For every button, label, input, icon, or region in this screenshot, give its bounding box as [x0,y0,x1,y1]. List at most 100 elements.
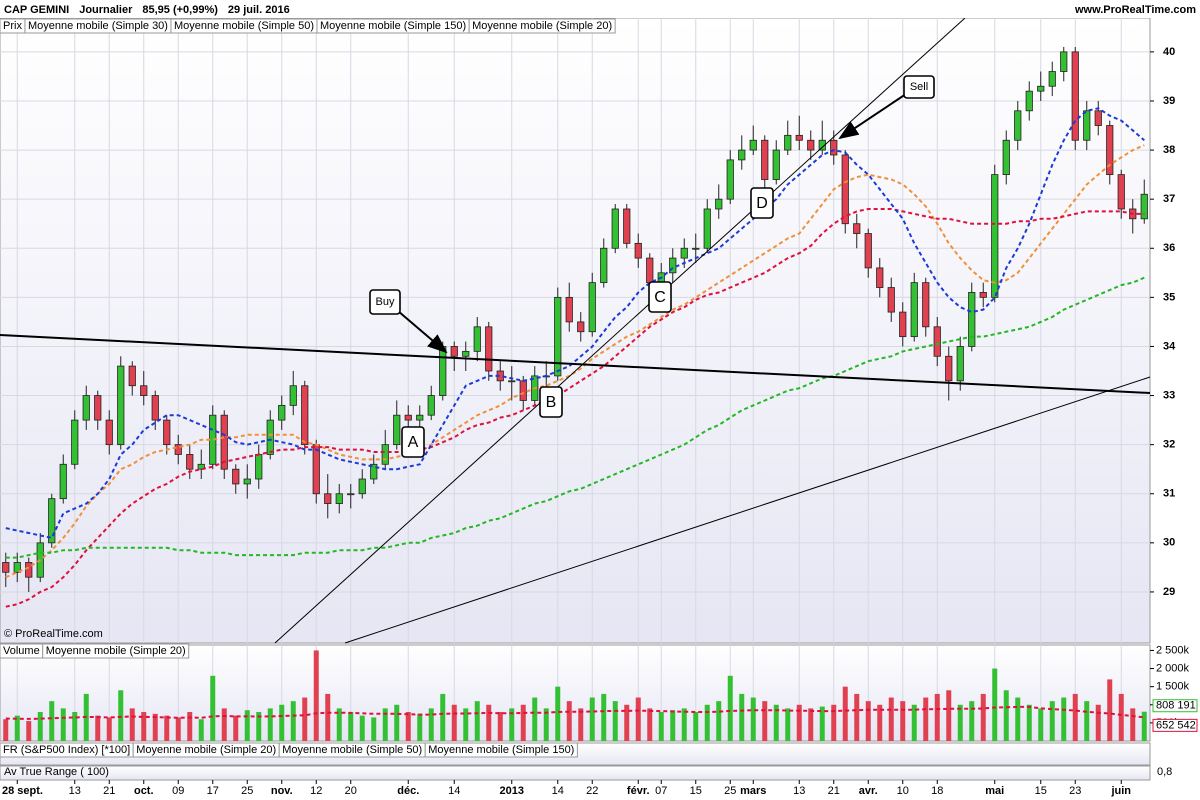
volume-bar [1026,704,1032,741]
volume-bar [1003,690,1009,741]
x-tick-label: 17 [207,785,219,797]
candle-body [692,247,700,250]
last-value-label: 808 191 [1156,700,1196,712]
x-tick-label: 18 [931,785,943,797]
volume-bar [704,704,710,741]
atr-panel [0,765,1151,781]
volume-bar [221,708,227,741]
volume-bar [589,697,595,741]
candle-body [381,444,389,465]
x-tick-label: 2013 [500,785,524,797]
volume-bar [727,675,733,741]
volume-bar [1072,693,1078,741]
candle-body [163,419,171,446]
volume-bar [1130,708,1136,741]
volume-bar [865,701,871,741]
candle-body [59,463,67,500]
x-tick-label: déc. [397,785,419,797]
moving-average [5,276,1145,559]
volume-bar [555,686,561,741]
volume-bar [624,704,630,741]
candle-body [772,149,780,180]
x-tick-label: nov. [271,785,293,797]
volume-bar [509,708,515,741]
annotation-box [648,281,672,313]
candle-body [933,326,941,357]
volume-bar [244,710,250,741]
x-tick-label: 21 [828,785,840,797]
candle-body [151,395,159,421]
volume-bar [129,708,135,741]
candle-body [128,365,136,387]
candle-body [71,419,79,465]
candle-body [1140,193,1148,220]
volume-bar [141,712,147,741]
moving-average [5,144,1145,579]
legend-box [424,742,578,758]
annotation: A [408,434,419,451]
annotation: B [546,394,557,411]
volume-bar [681,708,687,741]
candle-body [565,296,573,323]
candle-body [956,346,964,382]
candle-body [853,223,861,234]
volume-bar [497,712,503,741]
legend-label: Moyenne mobile (Simple 50) [174,20,314,32]
candle-body [784,134,792,151]
candle-body [393,414,401,446]
header [0,0,1200,18]
trend-lines [0,17,1151,644]
volume-bar [267,708,273,741]
candle-body [335,493,343,504]
x-tick-label: 09 [172,785,184,797]
annotation: C [654,289,666,306]
candle-body [646,257,654,284]
volume-bar [72,712,78,741]
candle-body [1014,110,1022,141]
volume-bar [796,704,802,741]
candle-body [887,287,895,313]
candle-body [1025,90,1033,112]
volume-bar [1095,704,1101,741]
candle-body [473,326,481,352]
y-tick-label: 40 [1163,46,1175,58]
atr-tick-label: 0,8 [1157,766,1172,778]
candle-body [94,395,102,421]
candle-body [117,365,125,446]
copyright: © ProRealTime.com [4,628,103,640]
candle-body [450,346,458,357]
volume-bar [934,693,940,741]
x-tick-label: 07 [655,785,667,797]
candle-body [1048,71,1056,87]
candle-body [669,257,677,274]
candle-body [278,404,286,421]
candle-body [634,242,642,259]
volume-bar [831,704,837,741]
volume-bar [451,704,457,741]
y-tick-label: 38 [1163,144,1175,156]
candle-body [795,134,803,141]
candle-body [301,385,309,446]
candle-body [485,326,493,372]
grid [0,18,1150,741]
volume-bar [601,693,607,741]
x-tick-label: 13 [69,785,81,797]
y-tick-label: 33 [1163,389,1175,401]
candle-body [370,463,378,480]
candle-body [991,174,999,298]
volume-bar [819,706,825,741]
volume-bar [923,697,929,741]
y-tick-label: 2 000k [1156,662,1190,674]
candle-body [416,414,424,421]
candle-body [738,149,746,161]
annotation: Buy [376,296,395,308]
trend-line [0,334,1151,394]
candle-body [312,444,320,495]
x-tick-label: 15 [1035,785,1047,797]
volume-bar [842,686,848,741]
annotation-box [750,187,774,219]
price-panel [0,17,1151,644]
x-tick-label: mai [985,785,1004,797]
y-tick-label: 2 500k [1156,644,1190,656]
